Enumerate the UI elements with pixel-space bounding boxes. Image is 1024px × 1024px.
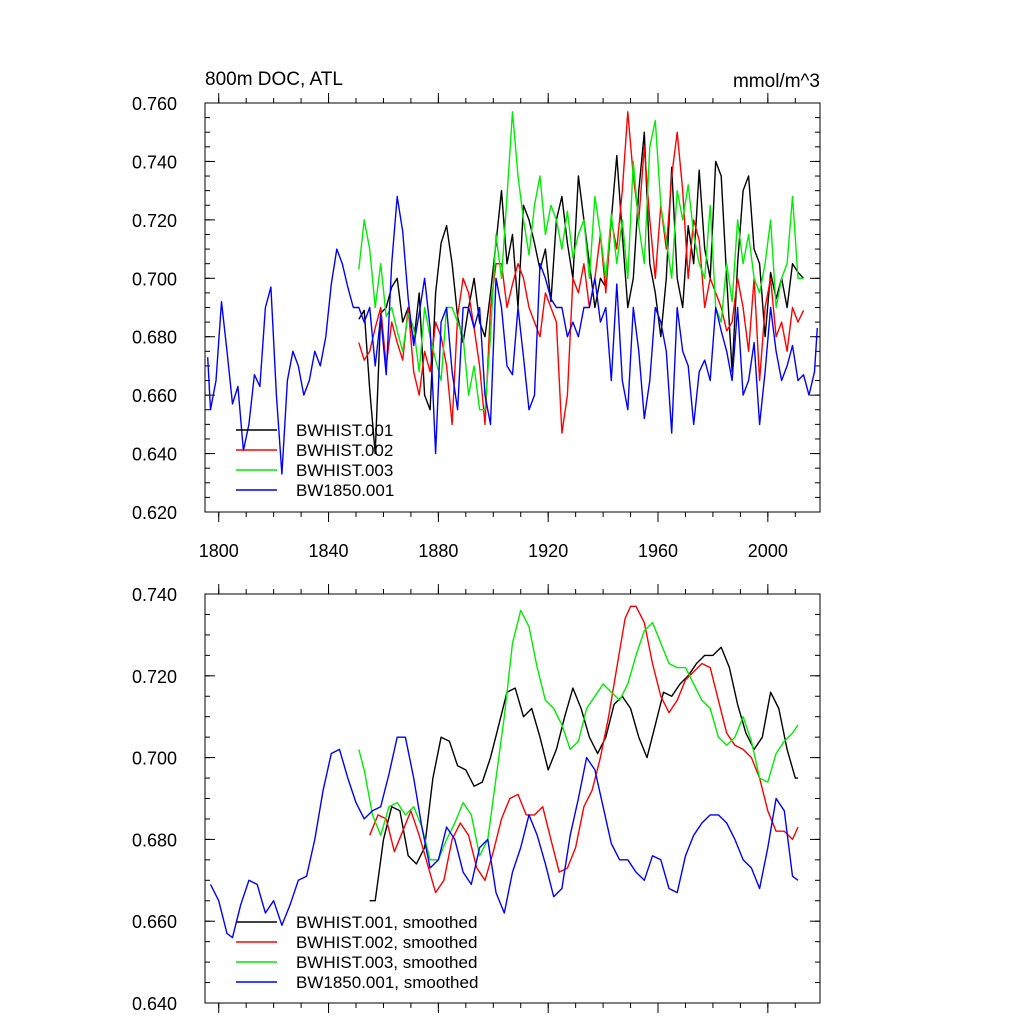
top-y-tick-label: 0.660 — [132, 386, 177, 406]
bottom-y-tick-label: 0.700 — [132, 749, 177, 769]
top-y-tick-label: 0.620 — [132, 503, 177, 523]
top-y-tick-label: 0.740 — [132, 152, 177, 172]
bottom-series-line-1 — [369, 646, 798, 902]
top-panel: 800m DOC, ATL mmol/m^3 0.620 0.640 0.660 0.… — [132, 69, 821, 561]
bottom-series-line-2 — [369, 605, 799, 894]
bottom-y-tick-label: 0.720 — [132, 667, 177, 687]
bottom-series-line-4 — [209, 736, 799, 939]
bottom-y-tick-label: 0.740 — [132, 585, 177, 605]
top-series-line-3 — [358, 111, 804, 411]
top-y-tick-label: 0.720 — [132, 211, 177, 231]
bottom-y-tick-label: 0.640 — [132, 994, 177, 1014]
top-y-tick-label: 0.760 — [132, 94, 177, 114]
top-x-tick-label: 1840 — [309, 541, 349, 561]
bottom-series-line-3 — [358, 609, 799, 861]
top-panel-title: 800m DOC, ATL — [205, 69, 343, 90]
top-legend-label-3: BWHIST.003 — [296, 461, 393, 480]
top-panel-units: mmol/m^3 — [733, 71, 820, 92]
top-x-tick-label: 2000 — [748, 541, 788, 561]
top-x-tick-label: 1800 — [199, 541, 239, 561]
bottom-legend-label-4: BW1850.001, smoothed — [296, 973, 478, 992]
top-series-line-4 — [207, 195, 818, 475]
top-legend-label-1: BWHIST.001 — [296, 421, 393, 440]
bottom-legend-label-1: BWHIST.001, smoothed — [296, 913, 477, 932]
bottom-panel: 0.640 0.660 0.680 0.700 0.720 0.740 BWHIST.001… — [132, 584, 821, 1014]
bottom-legend-label-2: BWHIST.002, smoothed — [296, 933, 477, 952]
top-x-tick-label: 1960 — [638, 541, 678, 561]
top-legend-label-4: BW1850.001 — [296, 481, 394, 500]
bottom-y-tick-label: 0.680 — [132, 830, 177, 850]
bottom-y-tick-label: 0.660 — [132, 912, 177, 932]
bottom-legend-label-3: BWHIST.003, smoothed — [296, 953, 477, 972]
top-y-tick-label: 0.680 — [132, 328, 177, 348]
top-x-tick-label: 1880 — [418, 541, 458, 561]
top-y-tick-label: 0.640 — [132, 445, 177, 465]
top-x-tick-label: 1920 — [528, 541, 568, 561]
top-y-tick-label: 0.700 — [132, 269, 177, 289]
top-series-line-1 — [358, 131, 805, 455]
top-legend-label-2: BWHIST.002 — [296, 441, 393, 460]
